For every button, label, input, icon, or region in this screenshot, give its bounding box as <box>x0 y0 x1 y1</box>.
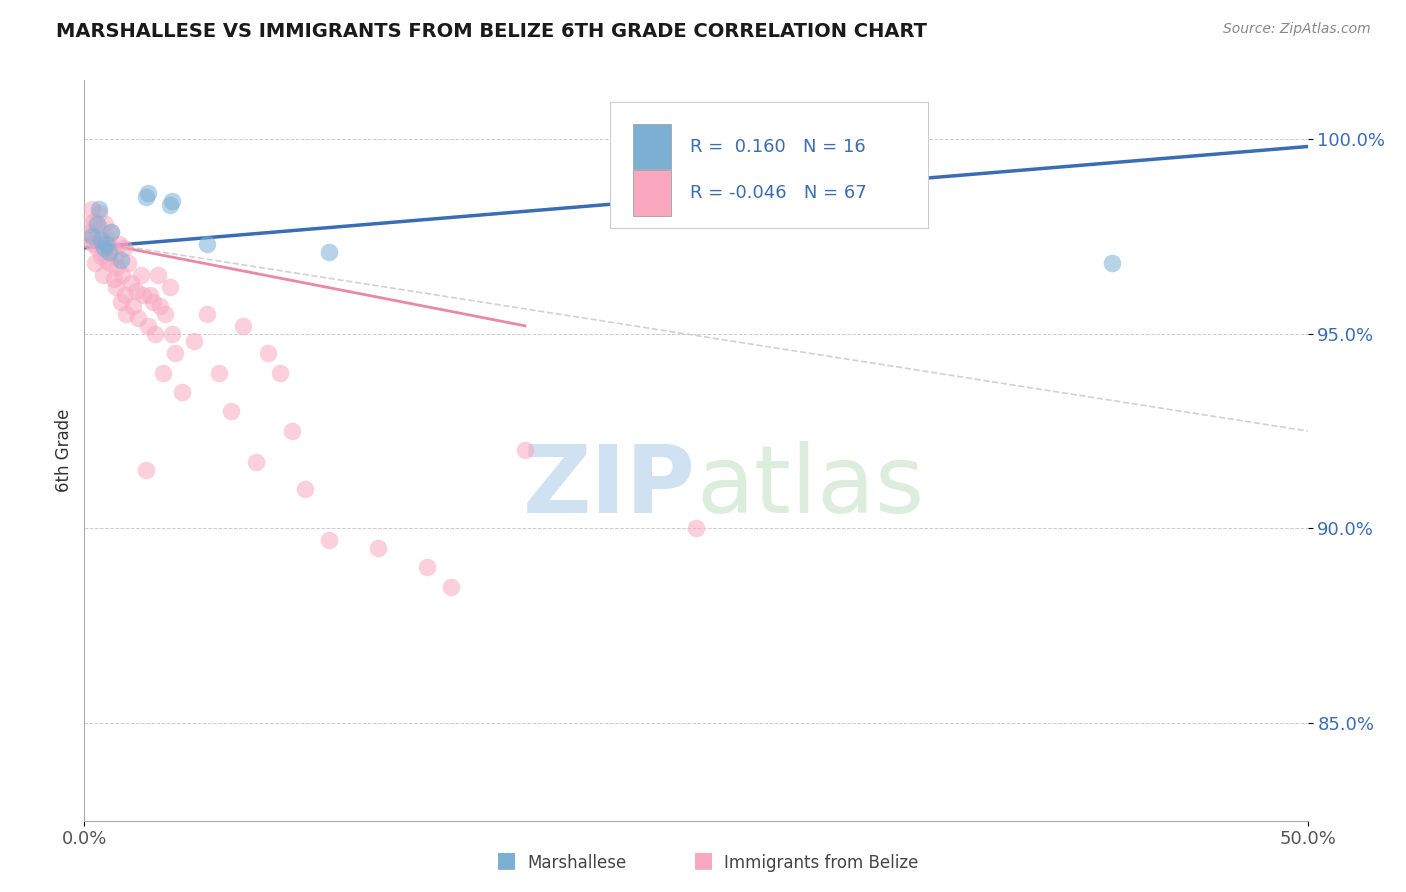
Point <box>172 384 194 399</box>
Text: ■: ■ <box>693 850 713 870</box>
Point <box>416 560 439 574</box>
Point <box>122 299 145 313</box>
Point <box>114 287 136 301</box>
Point <box>136 318 159 333</box>
Point <box>1101 256 1123 270</box>
Point <box>142 295 165 310</box>
Point <box>269 366 291 380</box>
Point <box>294 483 316 497</box>
Point <box>318 533 340 547</box>
Point <box>219 404 242 418</box>
Point <box>79 225 101 239</box>
Point <box>117 256 139 270</box>
Point <box>120 276 142 290</box>
Point <box>195 236 218 251</box>
Text: ■: ■ <box>496 850 516 870</box>
Point <box>129 268 152 282</box>
Point <box>110 295 132 310</box>
Point <box>367 541 389 555</box>
Point <box>195 307 218 321</box>
Point <box>232 318 254 333</box>
Point <box>208 366 231 380</box>
Point <box>115 307 138 321</box>
Point <box>90 249 112 263</box>
Point <box>136 186 159 201</box>
Point <box>163 346 186 360</box>
Point <box>110 252 132 267</box>
Point <box>97 244 120 259</box>
Point <box>159 280 181 294</box>
Point <box>77 218 100 232</box>
Point <box>146 268 169 282</box>
Point <box>86 218 108 232</box>
Point <box>125 284 148 298</box>
Point <box>105 280 128 294</box>
Point <box>104 249 127 263</box>
Point <box>84 256 107 270</box>
Text: ZIP: ZIP <box>523 442 696 533</box>
Point <box>93 241 115 255</box>
Point <box>100 225 122 239</box>
Point <box>90 233 112 247</box>
Text: Source: ZipAtlas.com: Source: ZipAtlas.com <box>1223 22 1371 37</box>
Point <box>101 241 124 255</box>
Point <box>245 455 267 469</box>
Point <box>685 521 707 535</box>
Point <box>96 252 118 267</box>
Point <box>112 241 135 255</box>
Point <box>86 241 108 255</box>
Point <box>107 236 129 251</box>
Point <box>97 244 120 259</box>
Point <box>91 268 114 282</box>
Point <box>149 299 172 313</box>
Point <box>135 463 157 477</box>
Point <box>111 268 134 282</box>
Point <box>98 256 121 270</box>
Point <box>162 326 184 341</box>
Point <box>127 310 149 325</box>
Point <box>159 198 181 212</box>
Point <box>87 229 110 244</box>
Point <box>89 221 111 235</box>
Point <box>440 580 463 594</box>
Point <box>87 202 110 216</box>
Point <box>162 194 184 208</box>
Y-axis label: 6th Grade: 6th Grade <box>55 409 73 492</box>
Point <box>152 366 174 380</box>
Point <box>257 346 280 360</box>
Point <box>80 202 103 216</box>
Point <box>94 218 117 232</box>
Text: MARSHALLESE VS IMMIGRANTS FROM BELIZE 6TH GRADE CORRELATION CHART: MARSHALLESE VS IMMIGRANTS FROM BELIZE 6T… <box>56 22 927 41</box>
Point <box>153 307 176 321</box>
Point <box>143 326 166 341</box>
Point <box>183 334 205 349</box>
Point <box>100 225 122 239</box>
Point <box>103 272 125 286</box>
Point <box>318 244 340 259</box>
Point <box>281 424 304 438</box>
Point <box>105 260 128 275</box>
Text: Marshallese: Marshallese <box>527 855 627 872</box>
Point <box>83 213 105 227</box>
Text: atlas: atlas <box>696 442 924 533</box>
Point <box>139 287 162 301</box>
Point <box>77 233 100 247</box>
Point <box>97 233 120 247</box>
Point <box>135 190 157 204</box>
Text: Immigrants from Belize: Immigrants from Belize <box>724 855 918 872</box>
Point <box>132 287 155 301</box>
Point <box>82 236 104 251</box>
Point <box>87 206 110 220</box>
Point <box>513 443 536 458</box>
Point <box>80 229 103 244</box>
Point <box>96 236 118 251</box>
Point <box>93 236 115 251</box>
